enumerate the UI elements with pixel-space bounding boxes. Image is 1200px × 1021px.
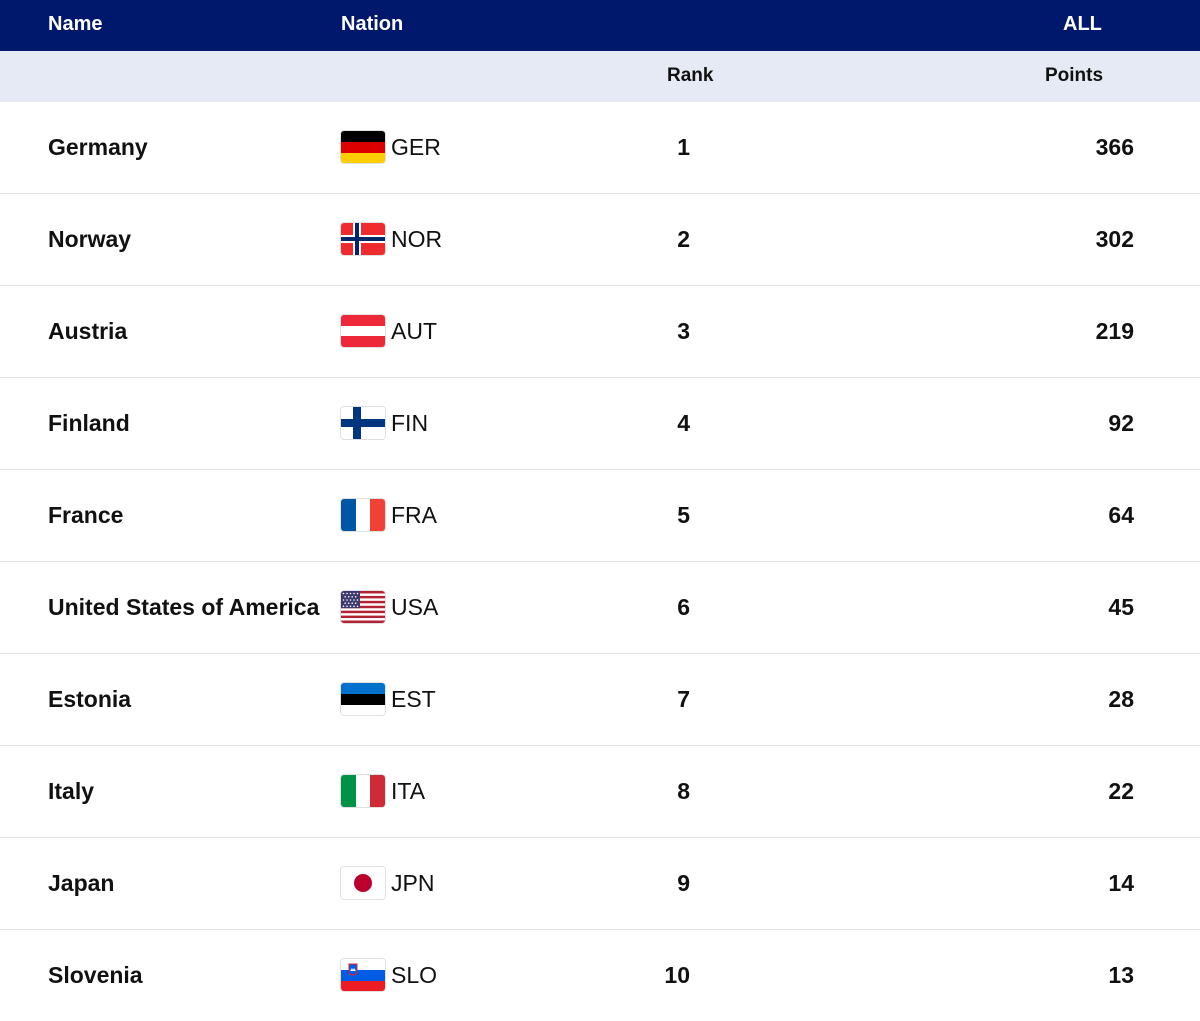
finland-flag-icon [341, 407, 385, 439]
nation-cell: ITA [341, 774, 425, 808]
table-row[interactable]: Norway NOR 2 302 [0, 194, 1200, 286]
points-value: 13 [1108, 962, 1134, 988]
nation-code: JPN [391, 869, 435, 896]
rank-value: 10 [664, 962, 690, 988]
country-name[interactable]: Austria [48, 318, 128, 344]
rank-value: 7 [677, 686, 690, 712]
table-row[interactable]: United States of America [0, 562, 1200, 654]
points-column-header[interactable]: Points [1045, 65, 1104, 86]
points-value: 92 [1108, 410, 1134, 436]
nation-cell: EST [341, 682, 436, 716]
country-name[interactable]: Slovenia [48, 962, 143, 988]
table-row[interactable]: Italy ITA 8 22 [0, 746, 1200, 838]
table-row[interactable]: Germany GER 1 366 [0, 102, 1200, 194]
rank-value: 5 [677, 502, 690, 528]
country-name[interactable]: Japan [48, 870, 115, 896]
nation-cell: GER [341, 130, 441, 164]
table-row[interactable]: Austria AUT 3 219 [0, 286, 1200, 378]
germany-flag-icon [341, 131, 385, 163]
italy-flag-icon [341, 775, 385, 807]
country-name[interactable]: France [48, 502, 124, 528]
all-column-group-header: ALL [1063, 13, 1102, 35]
estonia-flag-icon [341, 683, 385, 715]
table-row[interactable]: Finland FIN 4 92 [0, 378, 1200, 470]
nation-cell: NOR [341, 222, 442, 256]
usa-flag-icon [341, 591, 385, 623]
table-header: Name Nation ALL [0, 0, 1200, 51]
nation-code: FIN [391, 409, 429, 436]
nation-code: AUT [391, 317, 437, 344]
country-name[interactable]: Estonia [48, 686, 132, 712]
points-value: 28 [1108, 686, 1134, 712]
country-name[interactable]: Norway [48, 226, 132, 252]
france-flag-icon [341, 499, 385, 531]
austria-flag-icon [341, 315, 385, 347]
nation-cell: FIN [341, 406, 428, 440]
rank-value: 2 [677, 226, 690, 252]
nation-cell: SLO [341, 958, 437, 992]
table-row[interactable]: France FRA 5 64 [0, 470, 1200, 562]
table-row[interactable]: Estonia EST 7 28 [0, 654, 1200, 746]
nation-code: SLO [391, 961, 438, 988]
japan-flag-icon [341, 867, 385, 899]
country-name[interactable]: United States of America [48, 594, 320, 620]
rank-value: 1 [677, 134, 690, 160]
points-value: 366 [1095, 134, 1134, 160]
nation-code: FRA [391, 501, 437, 528]
rank-column-header[interactable]: Rank [667, 65, 714, 86]
nation-code: USA [391, 593, 439, 620]
points-value: 14 [1108, 870, 1134, 896]
nation-code: GER [391, 133, 441, 160]
rank-value: 9 [677, 870, 690, 896]
rank-value: 4 [677, 410, 690, 436]
country-name[interactable]: Germany [48, 134, 148, 160]
nation-cell: JPN [341, 866, 434, 900]
nation-code: NOR [391, 225, 443, 252]
nation-cell: FRA [341, 498, 437, 532]
table-row[interactable]: Japan JPN 9 14 [0, 838, 1200, 930]
rank-value: 8 [677, 778, 690, 804]
country-name[interactable]: Finland [48, 410, 130, 436]
country-name[interactable]: Italy [48, 778, 95, 804]
rank-value: 3 [677, 318, 690, 344]
nation-cell: AUT [341, 314, 437, 348]
table-body: Germany GER 1 366 Norway NOR 2 302 [0, 102, 1200, 1021]
nation-cell: USA [341, 590, 438, 624]
table-subheader: Rank Points [0, 51, 1200, 102]
points-value: 302 [1095, 226, 1134, 252]
name-column-header[interactable]: Name [48, 13, 103, 35]
points-value: 219 [1095, 318, 1134, 344]
rank-value: 6 [677, 594, 690, 620]
points-value: 64 [1108, 502, 1134, 528]
nation-code: EST [391, 685, 436, 712]
table-row[interactable]: Slovenia SLO 10 13 [0, 930, 1200, 1021]
nation-code: ITA [391, 777, 426, 804]
slovenia-flag-icon [341, 959, 385, 991]
points-value: 22 [1108, 778, 1134, 804]
nation-column-header[interactable]: Nation [341, 13, 404, 35]
points-value: 45 [1108, 594, 1134, 620]
norway-flag-icon [341, 223, 385, 255]
